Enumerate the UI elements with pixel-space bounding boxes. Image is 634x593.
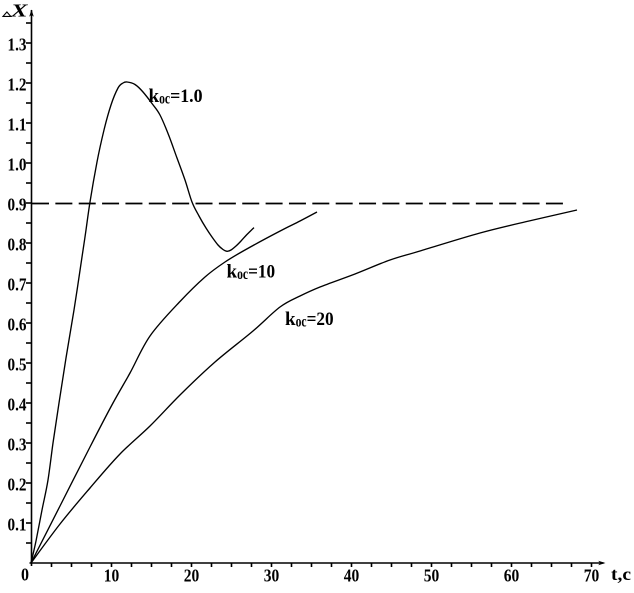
svg-text:X: X — [10, 1, 29, 21]
svg-text:70: 70 — [584, 566, 600, 586]
svg-text:30: 30 — [264, 566, 280, 586]
svg-text:1.2: 1.2 — [8, 75, 27, 95]
svg-text:1.3: 1.3 — [8, 35, 27, 55]
svg-text:0.2: 0.2 — [8, 475, 27, 495]
svg-text:koc=20: koc=20 — [285, 309, 334, 331]
svg-text:0.1: 0.1 — [8, 515, 27, 535]
svg-text:1.0: 1.0 — [8, 155, 27, 175]
svg-text:20: 20 — [184, 566, 200, 586]
svg-text:0.6: 0.6 — [8, 315, 27, 335]
svg-text:0.9: 0.9 — [8, 195, 27, 215]
svg-text:0: 0 — [21, 565, 29, 585]
svg-text:40: 40 — [344, 566, 360, 586]
svg-text:0.3: 0.3 — [8, 435, 27, 455]
svg-text:50: 50 — [424, 566, 440, 586]
svg-text:1.1: 1.1 — [8, 115, 27, 135]
svg-text:t,c: t,c — [611, 564, 631, 584]
svg-text:koc=10: koc=10 — [227, 262, 276, 284]
svg-text:60: 60 — [504, 566, 520, 586]
svg-text:0.7: 0.7 — [8, 275, 27, 295]
svg-text:0.8: 0.8 — [8, 235, 27, 255]
svg-text:0.4: 0.4 — [8, 395, 27, 415]
svg-text:koc=1.0: koc=1.0 — [149, 86, 203, 108]
svg-text:10: 10 — [104, 566, 120, 586]
svg-text:0.5: 0.5 — [8, 355, 27, 375]
